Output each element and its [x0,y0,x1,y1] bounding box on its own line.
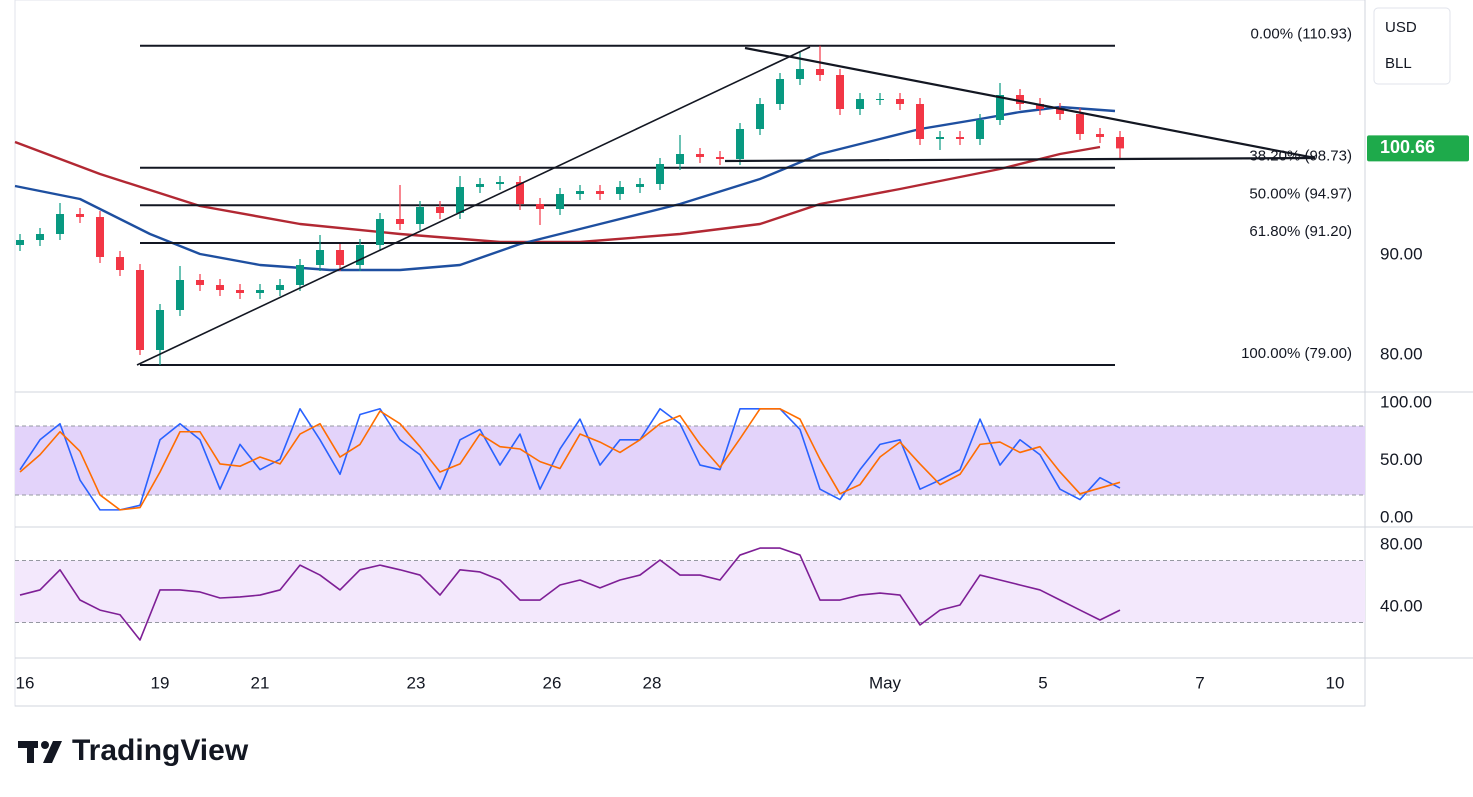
candle-body [36,234,44,240]
band-fill [15,426,1365,495]
candle-body [216,285,224,290]
candle-body [1016,95,1024,104]
x-tick-label: May [869,673,902,692]
candle-body [796,69,804,79]
x-tick-label: 19 [151,673,170,692]
candle-body [956,137,964,139]
brand-name: TradingView [72,734,249,767]
candle-body [676,154,684,164]
trend-line [744,46,1316,160]
candle-body [116,257,124,270]
x-tick-label: 28 [643,673,662,692]
fib-label: 0.00% (110.93) [1251,26,1352,43]
x-tick-label: 26 [543,673,562,692]
candle-body [16,240,24,245]
candle-body [356,245,364,265]
indicator-line [19,407,1121,511]
y-tick-label: 40.00 [1380,596,1423,615]
candle-body [716,157,724,159]
y-tick-label: 80.00 [1380,534,1423,553]
currency-label: USD [1385,19,1417,36]
candle-body [136,270,144,350]
candle-body [516,182,524,204]
y-tick-label: 90.00 [1380,244,1423,263]
y-tick-label: 80.00 [1380,344,1423,363]
candle-body [856,99,864,109]
candle-body [636,184,644,187]
moving-average [14,140,1101,244]
candle-body [416,207,424,224]
moving-average [14,105,1116,272]
candle-body [56,214,64,234]
trend-line [136,46,811,366]
candle-body [836,75,844,109]
candle-body [1056,109,1064,114]
candle-body [616,187,624,194]
x-tick-label: 23 [407,673,426,692]
x-tick-label: 10 [1326,673,1345,692]
candle-body [1076,114,1084,134]
candle-body [296,265,304,285]
candle-body [596,191,604,194]
candle-body [76,214,84,217]
candle-body [996,95,1004,120]
candle-body [196,280,204,285]
last-price-label: 100.66 [1380,137,1435,157]
candle-body [736,129,744,159]
fib-label: 61.80% (91.20) [1249,223,1352,240]
candle-body [756,104,764,129]
trend-line [724,156,1316,163]
candle-body [556,194,564,209]
brand-logo [18,741,62,763]
band-fill [15,560,1365,623]
candle-body [256,290,264,293]
candle-body [776,79,784,104]
fib-label: 50.00% (94.97) [1249,185,1352,202]
symbol-label: BLL [1385,55,1412,72]
candle-body [236,290,244,293]
candle-body [576,191,584,194]
x-tick-label: 7 [1195,673,1204,692]
x-tick-label: 16 [16,673,35,692]
candle-body [916,104,924,139]
candle-body [936,137,944,139]
candle-body [336,250,344,265]
y-tick-label: 100.00 [1380,393,1432,412]
candle-body [816,69,824,75]
y-tick-label: 0.00 [1380,507,1413,526]
candle-body [96,217,104,257]
candle-body [1116,137,1124,149]
symbol-box [1373,7,1451,85]
candle-body [496,182,504,184]
candle-body [156,310,164,350]
candle-body [536,204,544,209]
candle-body [276,285,284,290]
candle-body [896,99,904,104]
x-tick-label: 5 [1038,673,1047,692]
candle-body [316,250,324,265]
candle-body [696,154,704,157]
candle-body [976,120,984,139]
main-layer: 16 19 21 23 26 28 May 5 7 10 80.00 90.00 0.00% (110.… [14,26,1469,692]
candle-body [176,280,184,310]
x-tick-label: 21 [251,673,270,692]
candle-body [1096,134,1104,137]
fib-label: 100.00% (79.00) [1241,345,1352,362]
last-price-tag [1367,135,1469,162]
candle-body [456,187,464,213]
indicator-line [19,547,1121,641]
y-tick-label: 50.00 [1380,450,1423,469]
candle-body [436,207,444,213]
candle-body [376,219,384,245]
candle-body [876,99,884,100]
candle-body [396,219,404,224]
candle-body [476,184,484,187]
candle-body [656,164,664,184]
candle-body [1036,104,1044,109]
